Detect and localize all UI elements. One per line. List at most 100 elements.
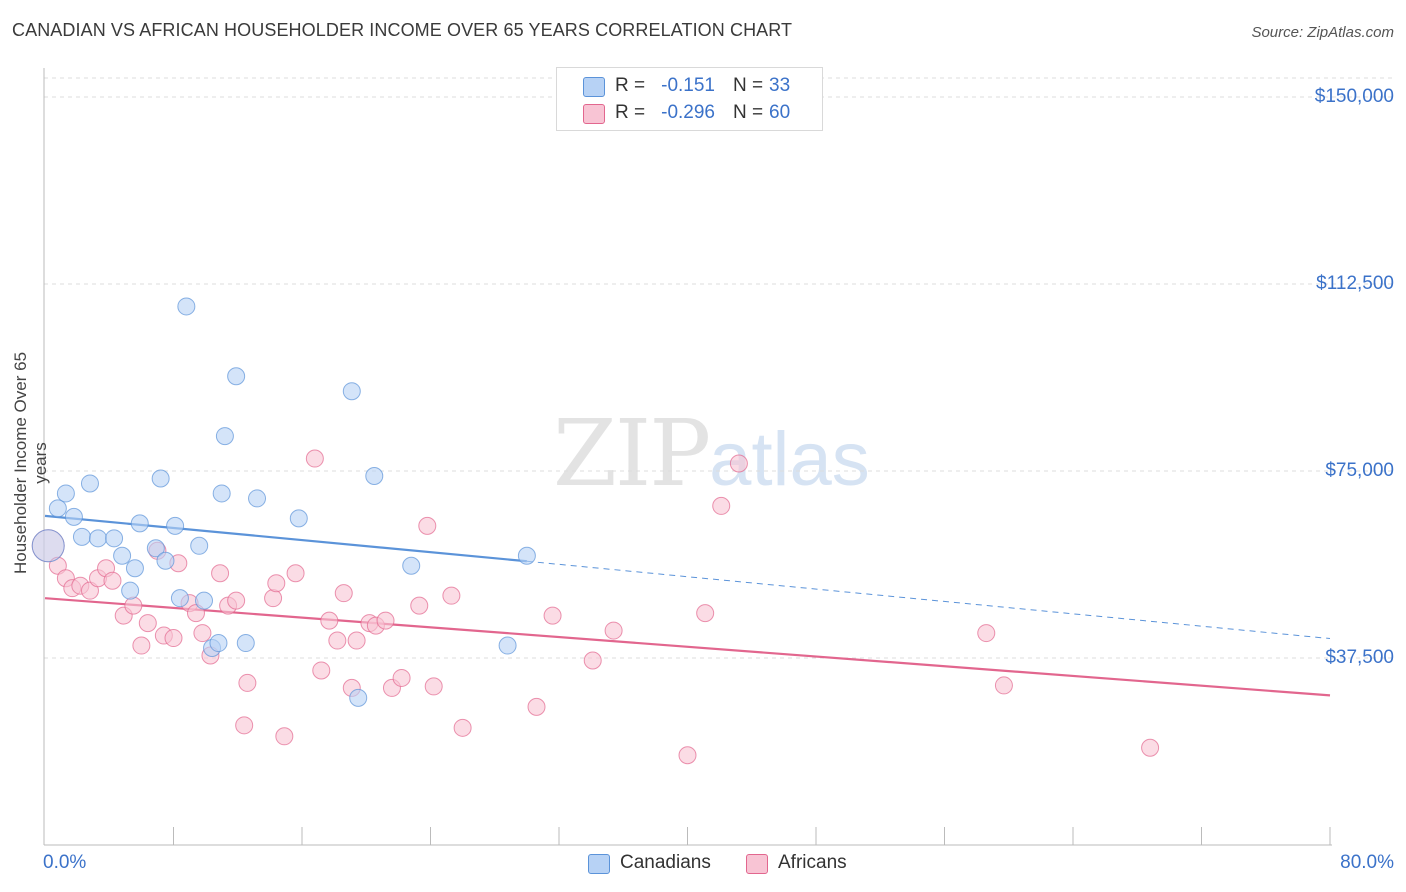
watermark: ZIPatlas xyxy=(553,400,870,507)
point-canadians xyxy=(105,529,124,548)
legend-r-value: -0.151 xyxy=(661,75,715,96)
trend-line-africans xyxy=(44,597,1331,697)
trend-lines xyxy=(44,514,1331,697)
point-africans xyxy=(442,586,461,605)
point-canadians xyxy=(146,539,165,558)
point-africans xyxy=(211,564,230,583)
point-canadians xyxy=(121,581,140,600)
legend-n-label: N = xyxy=(733,75,764,96)
point-canadians xyxy=(349,688,368,707)
point-africans xyxy=(138,614,157,633)
data-points xyxy=(31,297,1160,765)
legend-swatch-africans xyxy=(583,104,605,124)
point-canadians xyxy=(209,634,228,653)
point-africans xyxy=(994,676,1013,695)
point-canadians xyxy=(342,382,361,401)
point-africans xyxy=(305,449,324,468)
point-canadians xyxy=(177,297,196,316)
point-africans xyxy=(227,591,246,610)
point-africans xyxy=(334,584,353,603)
point-africans xyxy=(235,716,254,735)
point-canadians xyxy=(31,529,65,563)
point-africans xyxy=(328,631,347,650)
point-africans xyxy=(286,564,305,583)
axes xyxy=(43,68,1332,846)
trend-line-extension-canadians xyxy=(526,560,1331,640)
point-canadians xyxy=(365,466,384,485)
trend-line-canadians xyxy=(44,514,527,563)
point-canadians xyxy=(227,367,246,386)
point-canadians xyxy=(56,484,75,503)
point-africans xyxy=(678,746,697,765)
point-africans xyxy=(527,697,546,716)
point-canadians xyxy=(130,514,149,533)
point-africans xyxy=(193,624,212,643)
point-canadians xyxy=(125,559,144,578)
y-tick-label: $75,000 xyxy=(1325,460,1394,481)
point-africans xyxy=(392,668,411,687)
point-canadians xyxy=(64,507,83,526)
point-canadians xyxy=(72,527,91,546)
point-canadians xyxy=(190,536,209,555)
point-canadians xyxy=(156,551,175,570)
legend-r-label: R = xyxy=(615,75,646,96)
point-africans xyxy=(410,596,429,615)
point-canadians xyxy=(48,499,67,518)
x-tick-label-max: 80.0% xyxy=(1340,852,1394,873)
point-africans xyxy=(424,677,443,696)
point-africans xyxy=(312,661,331,680)
correlation-legend: R = -0.151 N = 33 R = -0.296 N = 60 xyxy=(556,67,823,131)
point-africans xyxy=(320,611,339,630)
point-canadians xyxy=(195,591,214,610)
point-africans xyxy=(453,718,472,737)
point-africans xyxy=(418,516,437,535)
point-canadians xyxy=(113,546,132,565)
point-canadians xyxy=(248,489,267,508)
y-tick-label: $112,500 xyxy=(1316,273,1394,294)
y-tick-label: $150,000 xyxy=(1314,86,1394,107)
grid-lines xyxy=(44,77,1394,659)
point-canadians xyxy=(402,556,421,575)
point-canadians xyxy=(89,529,108,548)
point-africans xyxy=(275,727,294,746)
point-africans xyxy=(267,574,286,593)
point-africans xyxy=(696,604,715,623)
bottom-legend-label-canadians: Canadians xyxy=(620,852,711,873)
point-africans xyxy=(124,596,143,615)
point-canadians xyxy=(170,589,189,608)
point-canadians xyxy=(289,509,308,528)
chart-title: CANADIAN VS AFRICAN HOUSEHOLDER INCOME O… xyxy=(12,20,793,40)
y-tick-label: $37,500 xyxy=(1325,647,1394,668)
x-tick-label-min: 0.0% xyxy=(43,852,87,873)
point-africans xyxy=(347,631,366,650)
legend-n-label: N = xyxy=(733,102,764,123)
legend-n-value: 33 xyxy=(769,75,791,96)
point-canadians xyxy=(166,516,185,535)
point-canadians xyxy=(80,474,99,493)
point-africans xyxy=(604,621,623,640)
point-africans xyxy=(729,454,748,473)
point-africans xyxy=(583,651,602,670)
legend-swatch-canadians xyxy=(583,77,605,97)
bottom-legend-label-africans: Africans xyxy=(778,852,847,873)
legend-r-label: R = xyxy=(615,102,646,123)
point-africans xyxy=(164,629,183,648)
point-africans xyxy=(1141,738,1160,757)
point-africans xyxy=(376,611,395,630)
point-canadians xyxy=(517,546,536,565)
point-canadians xyxy=(151,469,170,488)
point-africans xyxy=(132,636,151,655)
point-africans xyxy=(103,571,122,590)
legend-n-value: 60 xyxy=(769,102,791,123)
point-canadians xyxy=(215,427,234,446)
y-axis-label: Householder Income Over 65 years xyxy=(11,351,50,575)
point-canadians xyxy=(212,484,231,503)
point-canadians xyxy=(498,636,517,655)
watermark-zip: ZIP xyxy=(553,400,711,507)
bottom-legend-swatch-africans xyxy=(746,854,768,874)
point-africans xyxy=(712,496,731,515)
bottom-legend-swatch-canadians xyxy=(588,854,610,874)
point-canadians xyxy=(236,634,255,653)
point-africans xyxy=(238,673,257,692)
